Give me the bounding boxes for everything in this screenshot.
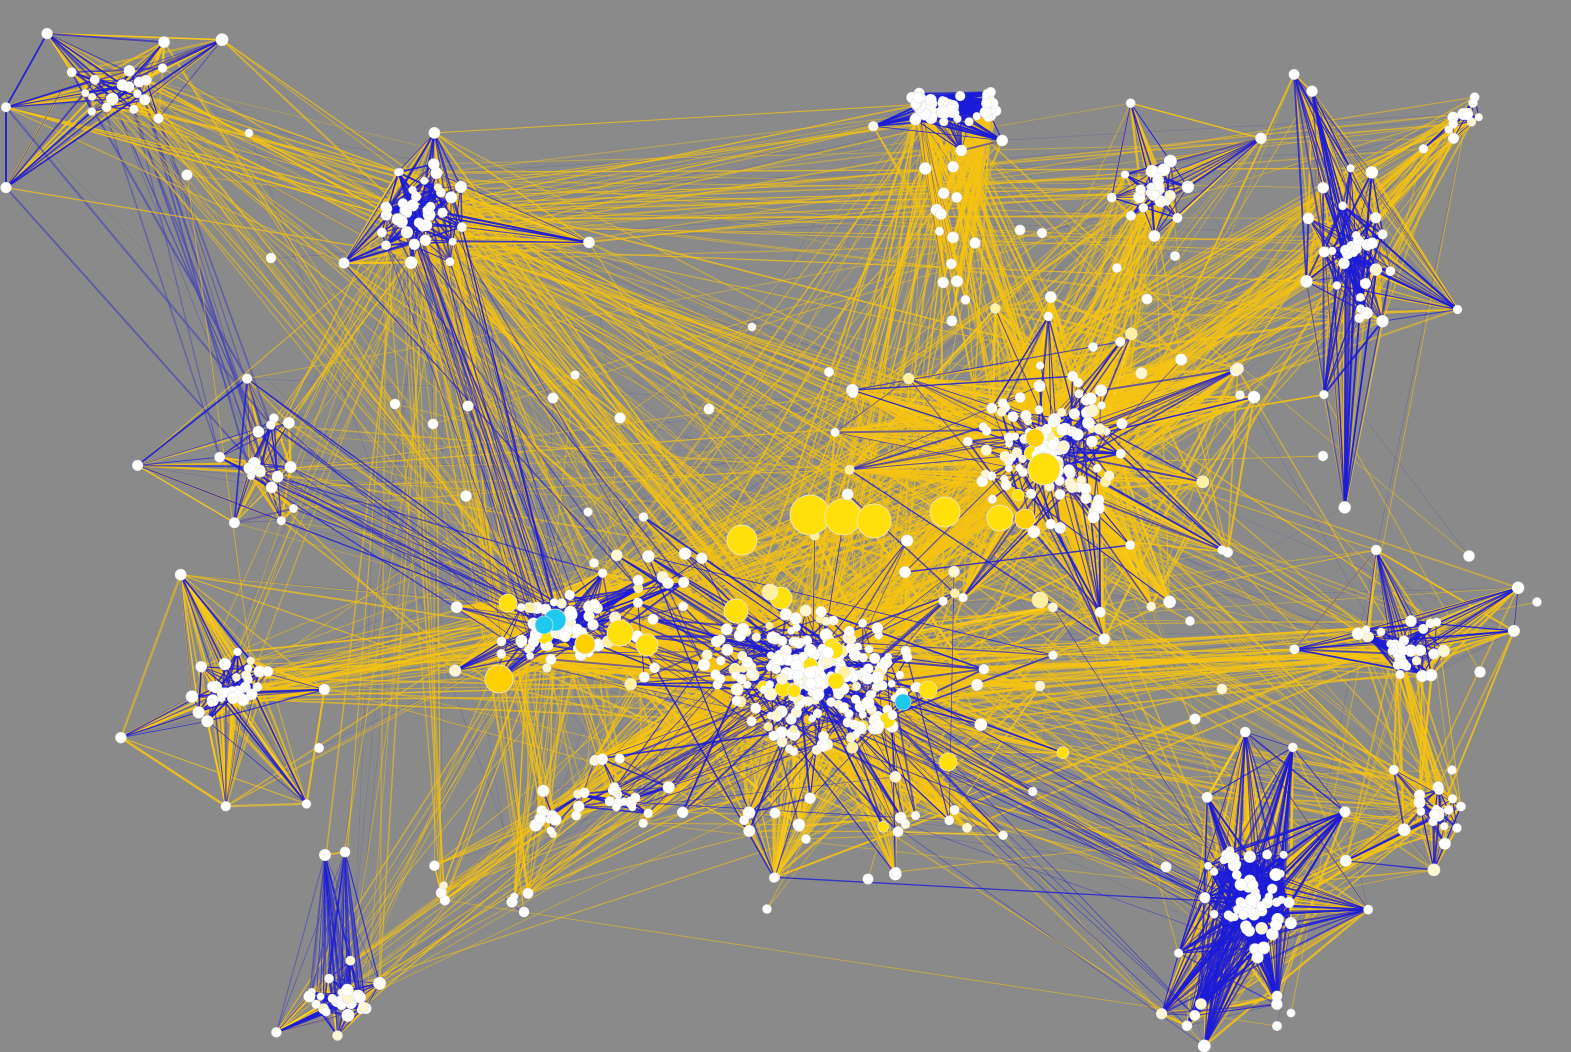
graph-edge: [137, 464, 261, 474]
graph-edge: [47, 32, 223, 41]
graph-edge: [46, 33, 73, 73]
graph-edge: [162, 67, 428, 211]
graph-edge: [1430, 630, 1515, 676]
graph-edge: [210, 702, 308, 805]
graph-edge: [129, 41, 165, 72]
graph-edge: [248, 132, 529, 894]
graph-edge: [120, 737, 307, 805]
graph-edge: [179, 574, 200, 713]
graph-edge: [137, 464, 235, 524]
graph-edge: [119, 574, 182, 739]
graph-edge: [1186, 1004, 1277, 1027]
graph-edge: [207, 721, 227, 807]
graph-edge: [460, 186, 1251, 905]
graph-edge: [1186, 1004, 1277, 1027]
graph-edge: [145, 41, 166, 81]
graph-edge: [387, 208, 1383, 235]
graph-edge: [1376, 549, 1437, 623]
graph-edge: [5, 107, 529, 650]
graph-edge: [5, 96, 93, 189]
graph-edge: [224, 671, 269, 807]
graph-edge: [225, 698, 234, 807]
graph-edge: [180, 574, 325, 690]
graph-edge: [225, 802, 307, 808]
graph-edge: [120, 736, 227, 808]
graph-edge: [246, 378, 290, 424]
graph-edge: [234, 520, 282, 523]
graph-edge: [287, 422, 292, 468]
graph-edge: [433, 163, 590, 243]
